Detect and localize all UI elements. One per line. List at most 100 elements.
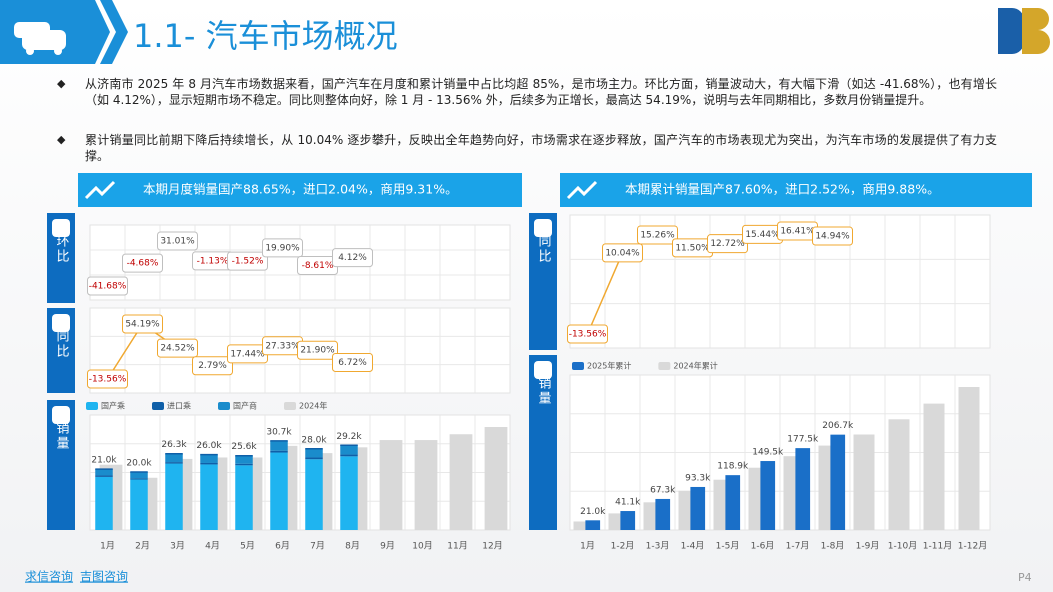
data-label: 10.04% — [605, 248, 640, 258]
bar-segment — [235, 455, 253, 464]
data-label: 25.6k — [231, 442, 257, 452]
legend-swatch — [658, 362, 671, 370]
data-label: 29.2k — [336, 432, 362, 442]
x-tick-label: 8月 — [345, 541, 360, 552]
legend-label: 2025年累计 — [587, 361, 631, 371]
bar-segment — [340, 456, 358, 530]
label-box — [227, 251, 268, 271]
x-tick-label: 11月 — [447, 541, 467, 552]
legend-label: 2024年累计 — [673, 361, 717, 371]
data-label: -41.68% — [89, 282, 127, 292]
bar-segment — [585, 520, 601, 530]
side-label: 同比 — [536, 234, 551, 264]
data-label: 17.44% — [230, 349, 265, 359]
bar-segment — [130, 479, 148, 530]
side-label: 同比 — [54, 329, 69, 359]
legend-label: 进口乘 — [167, 401, 191, 411]
bar-previous — [484, 427, 508, 530]
data-label: 54.19% — [125, 320, 160, 330]
x-tick-label: 1-12月 — [958, 541, 987, 552]
bar-segment — [165, 453, 183, 463]
x-tick-label: 1-9月 — [856, 541, 880, 552]
data-label: -13.56% — [89, 375, 127, 385]
bar-segment — [655, 498, 671, 530]
x-tick-label: 1-4月 — [681, 541, 705, 552]
data-label: 6.72% — [338, 358, 367, 368]
x-tick-label: 1-5月 — [716, 541, 740, 552]
side-label: 销量 — [536, 376, 552, 406]
label-box — [87, 276, 128, 296]
label-box — [637, 225, 678, 245]
data-label: 15.26% — [640, 230, 675, 240]
bar-segment — [200, 462, 218, 465]
tile-icon — [52, 314, 70, 332]
bullet: 累计销量同比前期下降后持续增长，从 10.04% 逐步攀升，反映出全年趋势向好，… — [57, 132, 997, 164]
bar-segment — [95, 475, 113, 477]
bar-segment — [165, 463, 183, 530]
side-tile — [529, 355, 557, 530]
bar-previous — [958, 387, 980, 530]
tile-icon — [534, 361, 552, 379]
data-label: 21.90% — [300, 346, 335, 356]
bar-segment — [235, 463, 253, 466]
label-box — [602, 243, 643, 263]
x-tick-label: 2月 — [135, 541, 150, 552]
bar-segment — [270, 440, 288, 451]
data-label: 14.94% — [815, 232, 850, 242]
data-label: -8.61% — [302, 261, 334, 271]
x-tick-label: 1-6月 — [751, 541, 775, 552]
x-tick-label: 4月 — [205, 541, 220, 552]
x-tick-label: 10月 — [412, 541, 432, 552]
legend-label: 2024年 — [299, 401, 327, 411]
data-label: 11.50% — [675, 243, 710, 253]
data-label: 149.5k — [752, 448, 784, 458]
label-box — [332, 248, 373, 268]
bar-segment — [305, 459, 323, 530]
bar-segment — [340, 454, 358, 457]
x-tick-label: 1-2月 — [611, 541, 635, 552]
bar-segment — [620, 511, 636, 530]
bar-segment — [200, 454, 218, 463]
bar-previous — [449, 434, 473, 530]
tile-icon — [52, 406, 70, 424]
x-tick-label: 1月 — [580, 541, 595, 552]
data-label: 67.3k — [650, 485, 676, 495]
bullet: 从济南市 2025 年 8 月汽车市场数据来看，国产汽车在月度和累计销量中占比均… — [57, 76, 997, 108]
footer-link[interactable]: 求信咨询 — [25, 569, 73, 584]
bar-segment — [130, 478, 148, 480]
legend-swatch — [218, 402, 230, 410]
side-label: 销量 — [54, 421, 70, 451]
label-box — [157, 338, 198, 358]
bar-segment — [270, 450, 288, 453]
legend-swatch — [86, 402, 98, 410]
bar-segment — [725, 475, 741, 530]
x-tick-label: 1-7月 — [786, 541, 810, 552]
legend-swatch — [284, 402, 296, 410]
bar-segment — [795, 448, 811, 530]
bar-previous — [888, 419, 910, 530]
data-label: 12.72% — [710, 239, 745, 249]
banner-text: 本期月度销量国产88.65%，进口2.04%，商用9.31%。 — [143, 182, 458, 197]
bar-previous — [853, 434, 875, 530]
banner — [78, 173, 522, 207]
x-tick-label: 1月 — [100, 541, 115, 552]
side-label: 环比 — [54, 234, 70, 264]
label-box — [567, 324, 608, 344]
footer-link[interactable]: 吉图咨询 — [80, 569, 128, 584]
banner — [560, 173, 1032, 207]
data-label: 15.44% — [745, 230, 780, 240]
bar-previous — [379, 440, 403, 530]
label-box — [157, 231, 198, 251]
banner-icon — [566, 180, 598, 200]
data-label: -4.68% — [127, 259, 159, 269]
data-label: 177.5k — [787, 435, 819, 445]
bar-previous — [573, 521, 595, 530]
data-label: 206.7k — [822, 421, 854, 431]
tile-icon — [534, 219, 552, 237]
legend-label: 国产乘 — [101, 401, 125, 411]
bar-segment — [95, 469, 113, 476]
logo — [998, 8, 1050, 54]
data-label: 26.0k — [196, 441, 222, 451]
label-box — [192, 356, 233, 376]
